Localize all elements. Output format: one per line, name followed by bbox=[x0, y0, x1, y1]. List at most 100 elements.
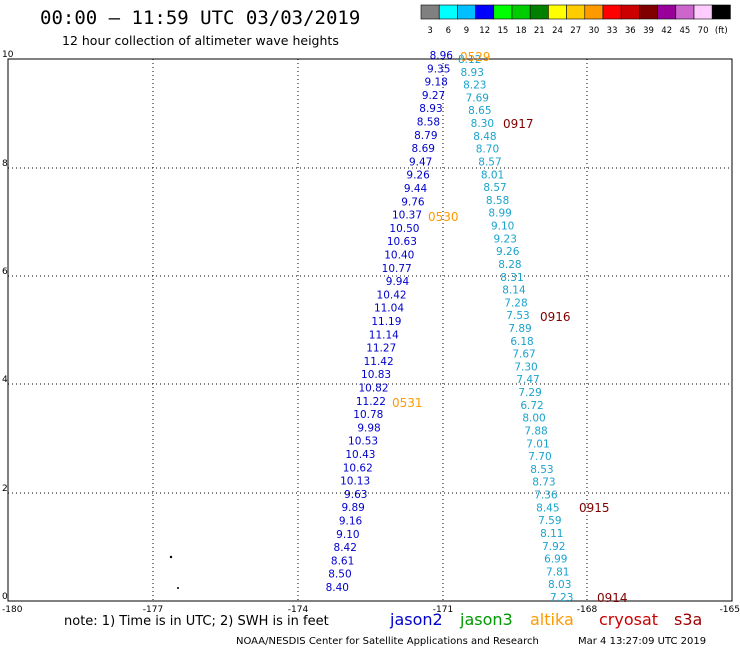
y-tick-label: 10 bbox=[2, 50, 14, 60]
x-tick-label: -165 bbox=[720, 605, 740, 615]
wave-height-value: 10.50 bbox=[389, 223, 419, 235]
x-tick-label: -180 bbox=[2, 605, 23, 615]
wave-height-value: 7.69 bbox=[466, 92, 489, 104]
wave-height-value: 10.62 bbox=[343, 462, 373, 474]
wave-height-value: 8.30 bbox=[471, 118, 494, 130]
wave-height-value: 10.37 bbox=[392, 210, 422, 222]
wave-height-value: 8.28 bbox=[498, 259, 521, 271]
wave-height-value: 9.63 bbox=[344, 489, 367, 501]
wave-height-value: 6.18 bbox=[510, 336, 533, 348]
pass-time-label: 0915 bbox=[579, 501, 610, 515]
legend-jason3: jason3 bbox=[459, 610, 513, 629]
wave-height-value: 7.89 bbox=[508, 323, 531, 335]
wave-height-value: 11.14 bbox=[369, 329, 399, 341]
wave-height-value: 8.69 bbox=[412, 143, 435, 155]
wave-height-value: 9.10 bbox=[491, 221, 514, 233]
map-border bbox=[7, 58, 733, 602]
legend-jason2: jason2 bbox=[389, 610, 443, 629]
x-tick-label: -177 bbox=[143, 605, 163, 615]
wave-height-value: 8.57 bbox=[483, 182, 506, 194]
pass-time-label: 0529 bbox=[460, 50, 491, 64]
x-tick-label: -174 bbox=[288, 605, 309, 615]
colorbar-swatch bbox=[438, 4, 458, 20]
map-subtitle: 12 hour collection of altimeter wave hei… bbox=[62, 33, 339, 48]
wave-height-value: 9.89 bbox=[341, 502, 364, 514]
wave-height-value: 11.22 bbox=[356, 396, 386, 408]
colorbar-swatch bbox=[457, 4, 476, 20]
wave-height-value: 10.83 bbox=[361, 369, 391, 381]
colorbar-swatch bbox=[475, 4, 495, 20]
legend-s3a: s3a bbox=[674, 610, 702, 629]
colorbar-label: 45 bbox=[679, 26, 690, 36]
wave-height-value: 8.14 bbox=[502, 285, 526, 297]
colorbar-label: 24 bbox=[552, 26, 563, 36]
wave-height-value: 9.26 bbox=[496, 246, 520, 258]
legend-note: note: 1) Time is in UTC; 2) SWH is in fe… bbox=[64, 614, 329, 629]
colorbar-label: 30 bbox=[588, 26, 599, 36]
satellite-legend: note: 1) Time is in UTC; 2) SWH is in fe… bbox=[64, 610, 702, 629]
wave-height-value: 7.01 bbox=[526, 438, 549, 450]
wave-height-value: 9.94 bbox=[386, 276, 410, 288]
wave-height-value: 8.03 bbox=[548, 579, 571, 591]
wave-height-value: 6.72 bbox=[520, 400, 543, 412]
colorbar-swatch bbox=[566, 4, 586, 20]
pass-time-label: 0530 bbox=[428, 210, 459, 224]
wave-height-value: 7.23 bbox=[550, 592, 573, 604]
wave-height-value: 8.79 bbox=[414, 130, 437, 142]
colorbar-label: 39 bbox=[643, 26, 654, 36]
colorbar-label: 18 bbox=[516, 26, 527, 36]
pass-time-label: 0916 bbox=[540, 310, 571, 324]
altimeter-tracks: 8.969.359.189.278.938.588.798.699.479.26… bbox=[169, 50, 628, 605]
wave-height-value: 7.36 bbox=[534, 490, 558, 502]
wave-height-value: 8.48 bbox=[473, 131, 496, 143]
wave-height-value: 8.99 bbox=[488, 208, 511, 220]
colorbar-swatch bbox=[602, 4, 622, 20]
footer-credits: NOAA/NESDIS Center for Satellite Applica… bbox=[236, 636, 706, 647]
colorbar-swatch bbox=[711, 4, 731, 20]
colorbar-swatch bbox=[657, 4, 677, 20]
wave-height-value: 9.98 bbox=[357, 422, 380, 434]
y-tick-label: 0 bbox=[2, 592, 8, 602]
pass-time-label: 0914 bbox=[597, 591, 628, 605]
wave-height-value: 8.11 bbox=[540, 528, 563, 540]
map-title: 00:00 – 11:59 UTC 03/03/2019 bbox=[40, 7, 361, 29]
wave-height-value: 7.28 bbox=[504, 297, 527, 309]
wave-height-value: 9.16 bbox=[339, 516, 363, 528]
footer-timestamp: Mar 4 13:27:09 UTC 2019 bbox=[578, 636, 706, 647]
wave-height-value: 8.93 bbox=[419, 103, 442, 115]
wave-height-value: 8.58 bbox=[486, 195, 509, 207]
colorbar-swatch bbox=[529, 4, 549, 20]
wave-height-value: 10.77 bbox=[382, 263, 412, 275]
colorbar-label: 6 bbox=[446, 26, 451, 36]
wave-height-value: 9.47 bbox=[409, 156, 432, 168]
wave-height-value: 9.27 bbox=[422, 90, 445, 102]
wave-height-value: 7.59 bbox=[538, 515, 561, 527]
colorbar-label: 21 bbox=[534, 26, 545, 36]
x-tick-label: -171 bbox=[433, 605, 453, 615]
colorbar-label: 15 bbox=[497, 26, 508, 36]
colorbar-swatch bbox=[493, 4, 513, 20]
colorbar-label: 27 bbox=[570, 26, 581, 36]
wave-height-value: 10.42 bbox=[377, 289, 407, 301]
colorbar-swatch bbox=[511, 4, 531, 20]
colorbar-swatch bbox=[420, 4, 440, 20]
wave-height-value: 8.31 bbox=[500, 272, 523, 284]
y-tick-label: 4 bbox=[2, 375, 8, 385]
colorbar-label: (ft) bbox=[715, 26, 728, 36]
wave-height-value: 7.30 bbox=[514, 361, 537, 373]
wave-height-value: 10.53 bbox=[348, 436, 378, 448]
wave-height-value: 9.76 bbox=[401, 196, 425, 208]
wave-height-value: 8.01 bbox=[481, 169, 504, 181]
wave-height-value: 7.29 bbox=[518, 387, 541, 399]
pass-time-label: 0917 bbox=[503, 117, 534, 131]
wave-height-value: 8.61 bbox=[331, 555, 354, 567]
colorbar-label: 70 bbox=[698, 26, 709, 36]
colorbar-swatch bbox=[584, 4, 604, 20]
map-frame bbox=[7, 58, 733, 602]
wave-height-value: 10.82 bbox=[358, 383, 388, 395]
wave-height-value: 8.65 bbox=[468, 105, 491, 117]
wave-height-value: 9.18 bbox=[424, 77, 447, 89]
wave-height-value: 8.93 bbox=[461, 67, 484, 79]
wave-height-value: 10.78 bbox=[353, 409, 383, 421]
